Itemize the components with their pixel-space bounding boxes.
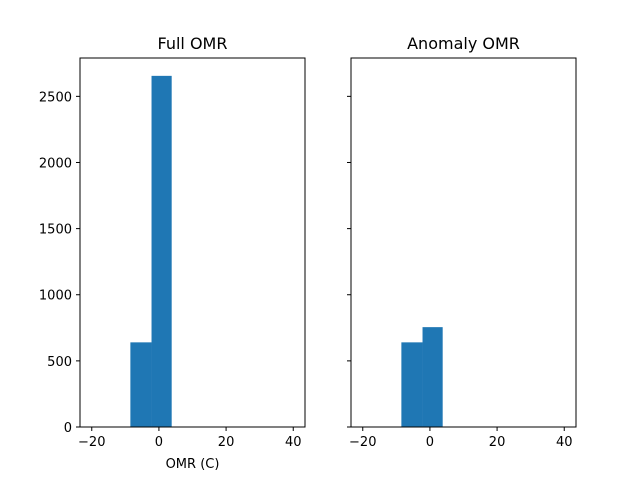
x-tick-label: −20 xyxy=(78,435,105,450)
x-axis-label: OMR (C) xyxy=(166,457,220,472)
y-tick-label: 2500 xyxy=(39,90,72,105)
histogram-bar xyxy=(130,342,152,427)
histogram-bar xyxy=(401,342,423,427)
y-tick-label: 1500 xyxy=(39,223,72,238)
x-tick-label: 20 xyxy=(489,435,506,450)
y-tick-label: 0 xyxy=(64,421,72,436)
histogram-bar xyxy=(151,75,172,428)
axes-frame xyxy=(79,57,306,428)
x-tick-label: 40 xyxy=(285,435,302,450)
x-tick-label: 0 xyxy=(155,435,163,450)
x-tick-label: 20 xyxy=(218,435,235,450)
panel-full-omr: −20 0 20 40 0 500 1000 1500 2000 2500 Full OMR OMR … xyxy=(39,34,306,472)
x-tick-label: 0 xyxy=(426,435,434,450)
x-tick-label: 40 xyxy=(556,435,573,450)
y-tick-label: 500 xyxy=(47,355,72,370)
y-tick-label: 2000 xyxy=(39,156,72,171)
panel-title: Anomaly OMR xyxy=(407,34,520,53)
histogram-bar xyxy=(422,327,443,427)
y-tick-label: 1000 xyxy=(39,289,72,304)
axes-frame xyxy=(350,57,577,428)
x-tick-label: −20 xyxy=(349,435,376,450)
panel-title: Full OMR xyxy=(158,34,228,53)
panel-anomaly-omr: −20 0 20 40 Anomaly OMR xyxy=(347,34,577,450)
